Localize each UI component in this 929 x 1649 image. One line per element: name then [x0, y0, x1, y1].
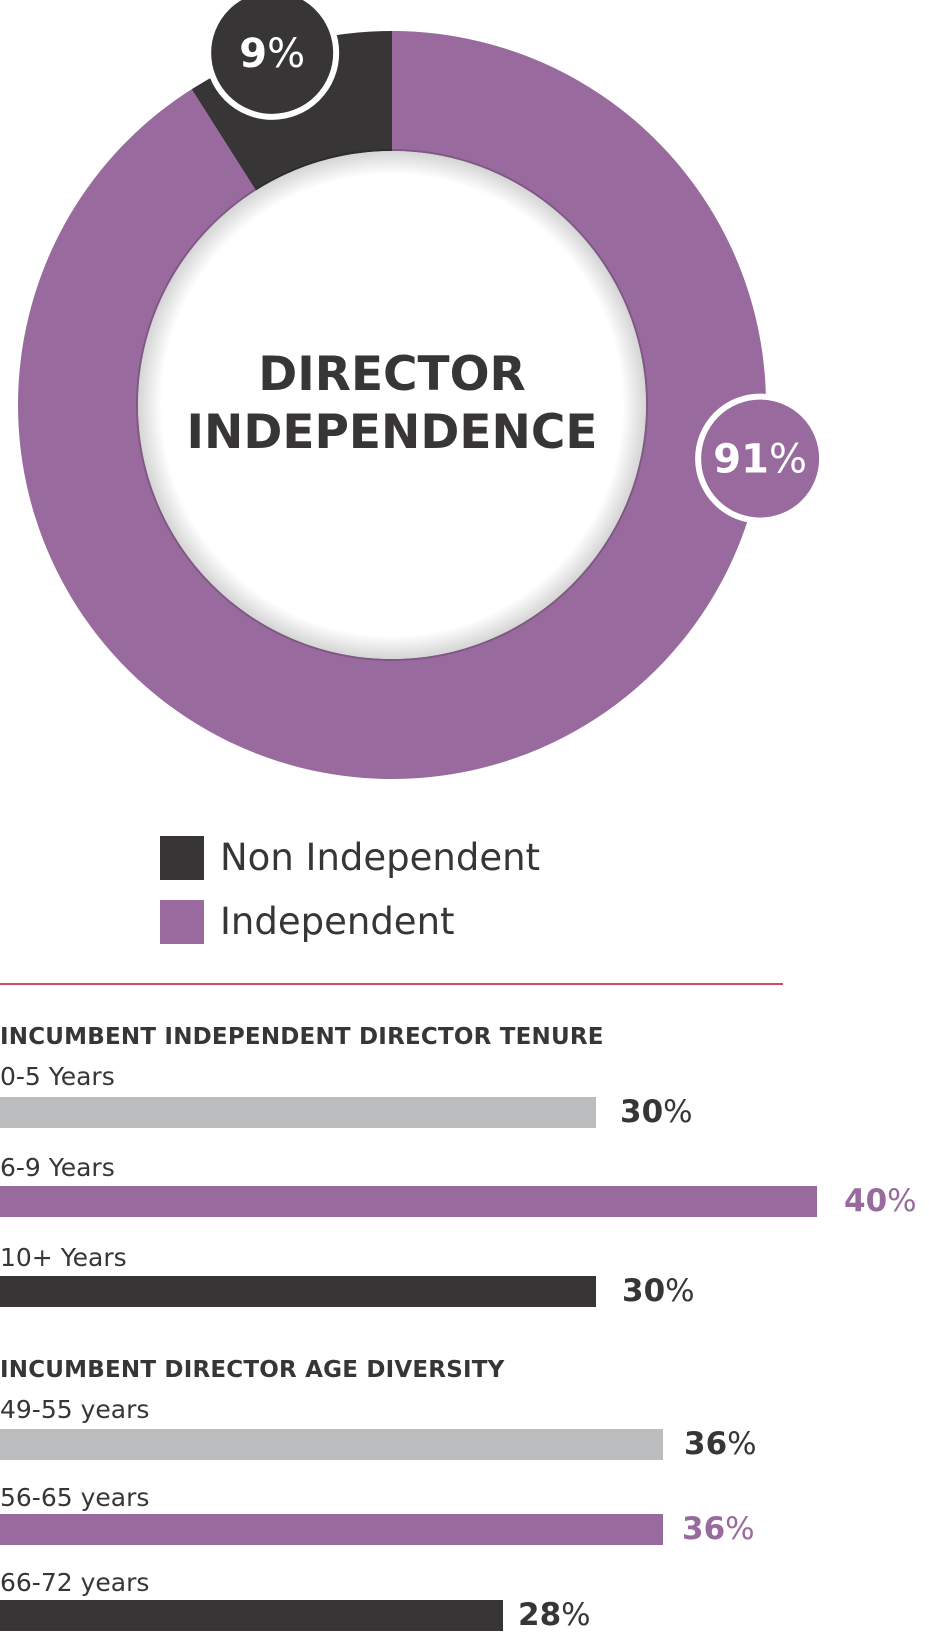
- legend-swatch-independent: [160, 900, 204, 944]
- donut-title-line-1: DIRECTOR: [258, 347, 526, 402]
- director-independence-donut: DIRECTOR INDEPENDENCE 9% 91%: [17, 0, 826, 779]
- tenure-value-label: 30%: [620, 1094, 693, 1130]
- age-bar: [0, 1429, 663, 1460]
- age-category-label: 49-55 years: [0, 1395, 150, 1424]
- donut-value-badge: 91%: [695, 393, 826, 524]
- age-value-label: 28%: [518, 1597, 591, 1633]
- age-value-label: 36%: [682, 1511, 755, 1547]
- donut-value-label: 9%: [239, 31, 305, 77]
- donut-value-badge: 9%: [205, 0, 340, 120]
- legend-swatch-non-independent: [160, 836, 204, 880]
- age-value-label: 36%: [684, 1426, 757, 1462]
- legend-label-non-independent: Non Independent: [220, 836, 541, 879]
- age-bar: [0, 1514, 663, 1545]
- legend-label-independent: Independent: [220, 900, 455, 943]
- tenure-value-label: 30%: [622, 1273, 695, 1309]
- tenure-category-label: 0-5 Years: [0, 1062, 115, 1091]
- age-bar: [0, 1600, 503, 1631]
- legend-item-non-independent: Non Independent: [160, 836, 760, 882]
- tenure-bar: [0, 1276, 596, 1307]
- age-section-title: INCUMBENT DIRECTOR AGE DIVERSITY: [0, 1357, 505, 1383]
- section-divider: [0, 983, 783, 985]
- donut-slice-independent: [17, 31, 766, 779]
- tenure-section-title: INCUMBENT INDEPENDENT DIRECTOR TENURE: [0, 1024, 604, 1050]
- tenure-bar: [0, 1097, 596, 1128]
- donut-title-line-2: INDEPENDENCE: [187, 405, 598, 460]
- legend-item-independent: Independent: [160, 900, 760, 946]
- donut-value-label: 91%: [713, 437, 807, 483]
- tenure-category-label: 10+ Years: [0, 1243, 127, 1272]
- tenure-bar: [0, 1186, 817, 1217]
- tenure-value-label: 40%: [844, 1183, 917, 1219]
- tenure-category-label: 6-9 Years: [0, 1153, 115, 1182]
- age-category-label: 56-65 years: [0, 1483, 150, 1512]
- age-category-label: 66-72 years: [0, 1568, 150, 1597]
